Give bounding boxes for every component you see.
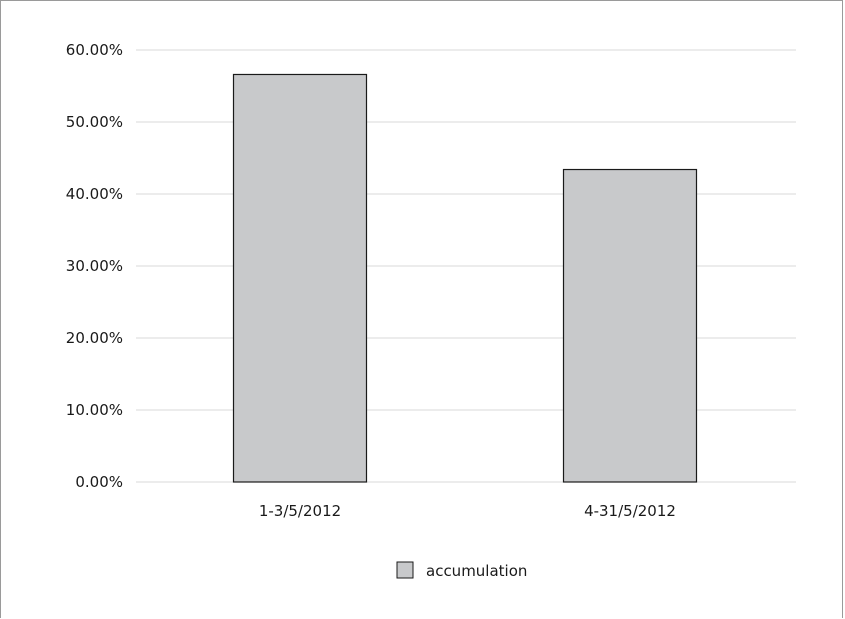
y-tick-label: 10.00% [66, 401, 123, 419]
y-tick-label: 20.00% [66, 329, 123, 347]
legend-swatch [396, 561, 414, 579]
x-category-label: 4-31/5/2012 [584, 502, 676, 520]
bar [562, 168, 698, 483]
x-axis-labels: 1-3/5/2012 4-31/5/2012 [259, 502, 676, 520]
y-tick-label: 60.00% [66, 41, 123, 59]
bar [232, 73, 368, 483]
legend: accumulation [396, 561, 527, 580]
y-tick-label: 30.00% [66, 257, 123, 275]
y-tick-label: 0.00% [75, 473, 123, 491]
bars [232, 73, 698, 483]
x-category-label: 1-3/5/2012 [259, 502, 341, 520]
legend-label: accumulation [426, 562, 527, 580]
y-tick-label: 40.00% [66, 185, 123, 203]
y-tick-label: 50.00% [66, 113, 123, 131]
y-axis-ticks: 0.00% 10.00% 20.00% 30.00% 40.00% 50.00% 60.00… [66, 41, 123, 491]
